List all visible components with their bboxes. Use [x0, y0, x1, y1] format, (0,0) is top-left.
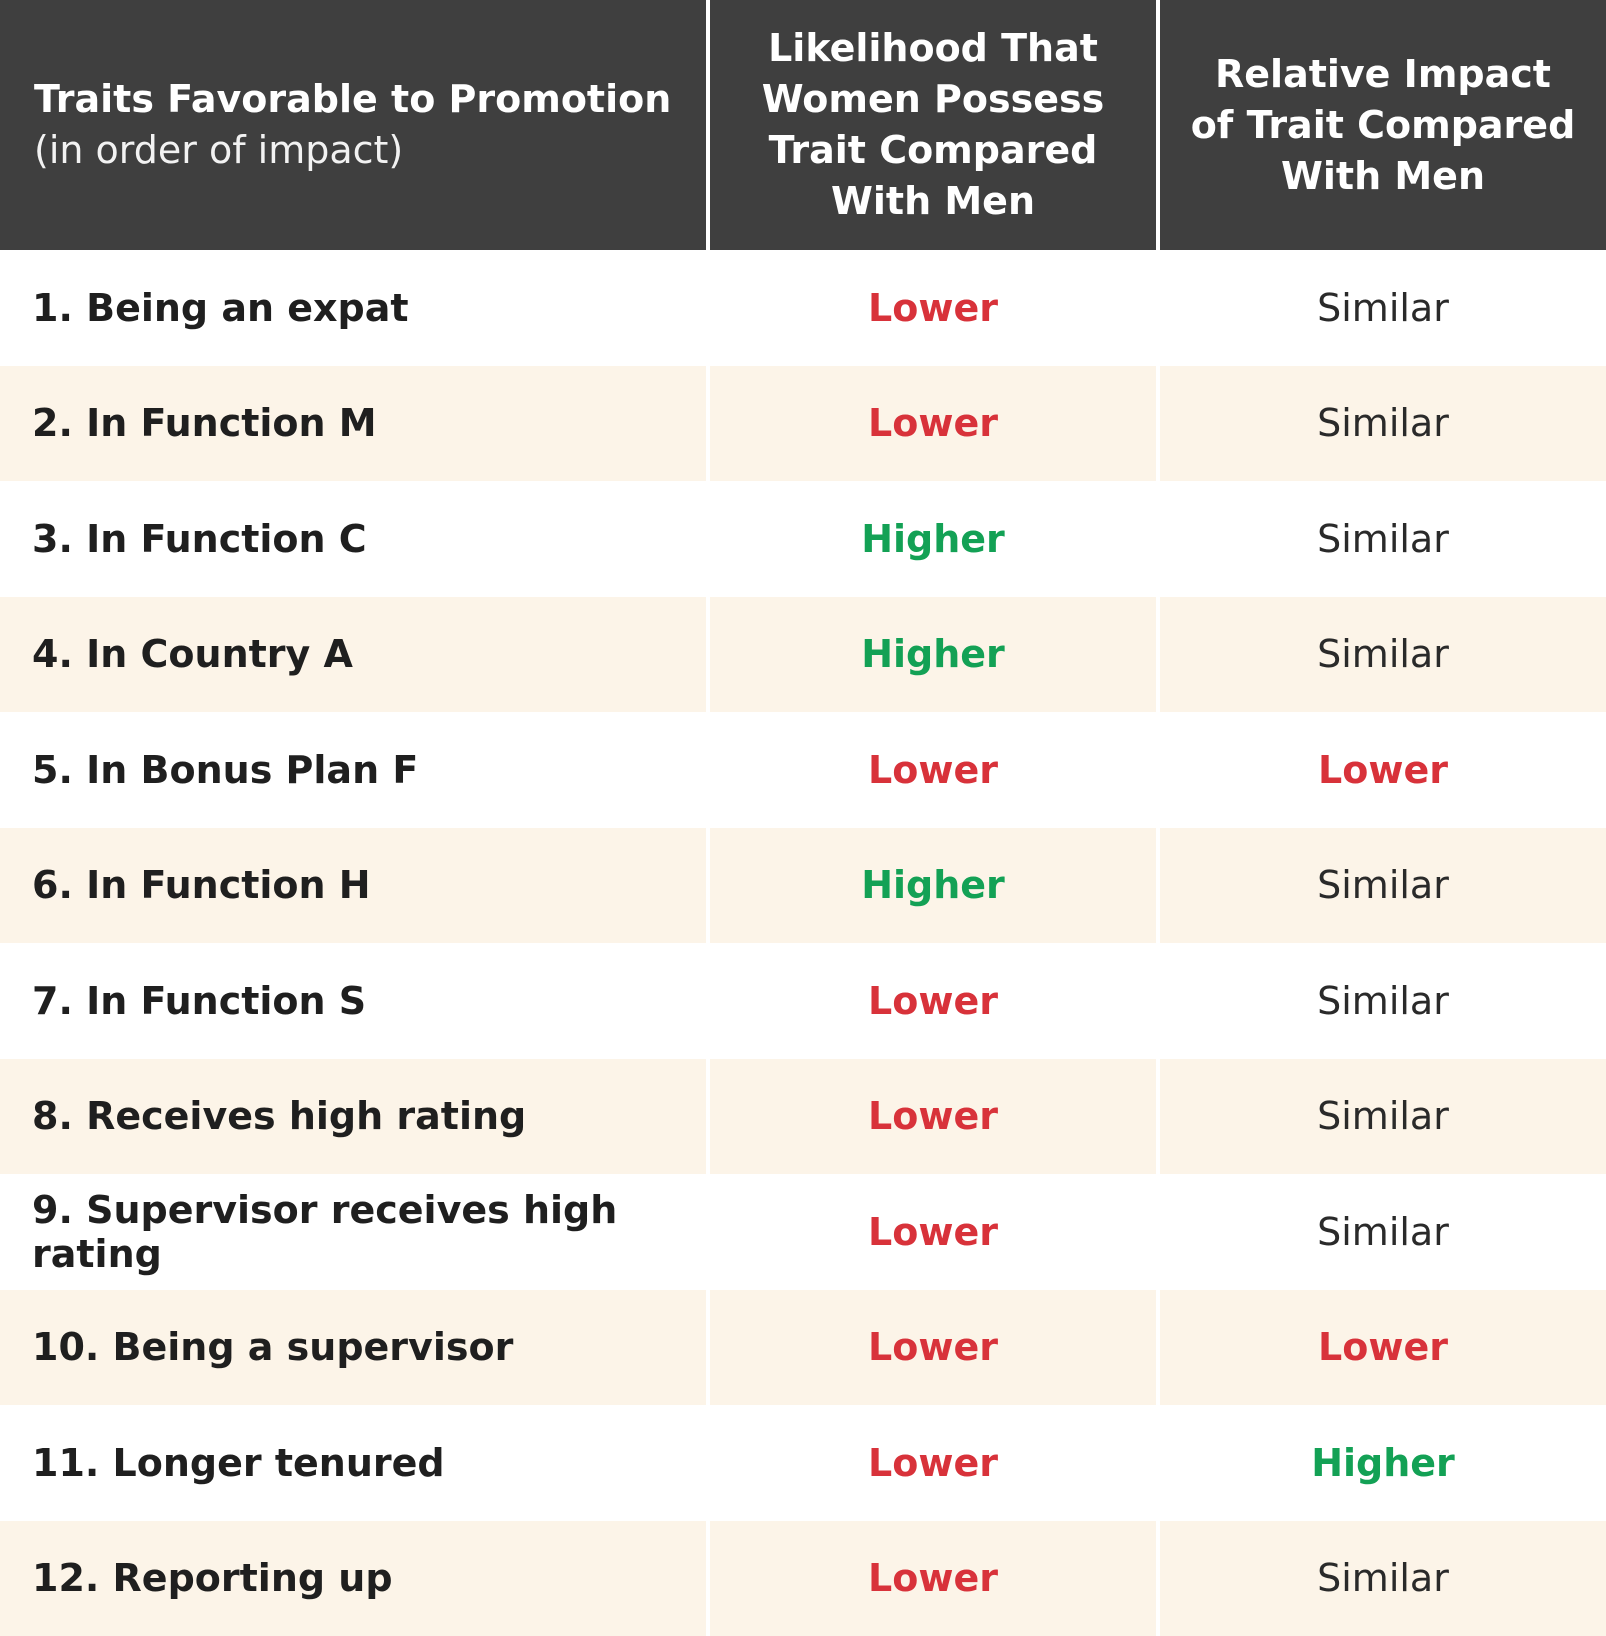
likelihood-cell: Higher	[710, 481, 1156, 597]
likelihood-value: Higher	[861, 632, 1005, 677]
likelihood-cell: Higher	[710, 827, 1156, 943]
likelihood-cell: Lower	[710, 365, 1156, 481]
impact-value: Lower	[1318, 747, 1448, 792]
likelihood-value: Lower	[868, 1325, 998, 1370]
likelihood-cell: Lower	[710, 1058, 1156, 1174]
header-traits-subtitle: (in order of impact)	[34, 128, 404, 172]
trait-cell: 3. In Function C	[0, 481, 706, 597]
table-row: 2. In Function M Lower Similar	[0, 365, 1606, 481]
impact-value: Similar	[1317, 978, 1449, 1023]
header-cell-likelihood: Likelihood That Women Possess Trait Comp…	[710, 0, 1156, 250]
header-cell-impact: Relative Impact of Trait Compared With M…	[1160, 0, 1606, 250]
trait-cell: 8. Receives high rating	[0, 1058, 706, 1174]
likelihood-cell: Lower	[710, 1289, 1156, 1405]
likelihood-cell: Lower	[710, 1520, 1156, 1636]
impact-cell: Similar	[1160, 827, 1606, 943]
impact-cell: Similar	[1160, 1058, 1606, 1174]
impact-value: Lower	[1318, 1325, 1448, 1370]
trait-cell: 10. Being a supervisor	[0, 1289, 706, 1405]
impact-cell: Similar	[1160, 481, 1606, 597]
trait-cell: 12. Reporting up	[0, 1520, 706, 1636]
trait-cell: 4. In Country A	[0, 596, 706, 712]
impact-value: Similar	[1317, 516, 1449, 561]
table-row: 7. In Function S Lower Similar	[0, 943, 1606, 1059]
impact-cell: Higher	[1160, 1405, 1606, 1521]
impact-value: Similar	[1317, 1556, 1449, 1601]
header-traits-title: Traits Favorable to Promotion	[34, 77, 672, 121]
trait-cell: 2. In Function M	[0, 365, 706, 481]
impact-cell: Similar	[1160, 365, 1606, 481]
header-cell-traits: Traits Favorable to Promotion (in order …	[0, 0, 706, 250]
likelihood-value: Lower	[868, 747, 998, 792]
likelihood-value: Higher	[861, 516, 1005, 561]
trait-cell: 11. Longer tenured	[0, 1405, 706, 1521]
table-row: 1. Being an expat Lower Similar	[0, 250, 1606, 366]
table-row: 4. In Country A Higher Similar	[0, 596, 1606, 712]
trait-cell: 9. Supervisor receives high rating	[0, 1174, 706, 1290]
table-row: 10. Being a supervisor Lower Lower	[0, 1289, 1606, 1405]
likelihood-value: Higher	[861, 863, 1005, 908]
impact-value: Similar	[1317, 632, 1449, 677]
table-row: 11. Longer tenured Lower Higher	[0, 1405, 1606, 1521]
impact-value: Similar	[1317, 285, 1449, 330]
table-row: 5. In Bonus Plan F Lower Lower	[0, 712, 1606, 828]
impact-value: Similar	[1317, 1209, 1449, 1254]
table-row: 8. Receives high rating Lower Similar	[0, 1058, 1606, 1174]
likelihood-value: Lower	[868, 401, 998, 446]
impact-value: Higher	[1311, 1440, 1455, 1485]
impact-cell: Similar	[1160, 250, 1606, 366]
trait-cell: 1. Being an expat	[0, 250, 706, 366]
likelihood-cell: Lower	[710, 712, 1156, 828]
header-likelihood-label: Likelihood That Women Possess Trait Comp…	[761, 26, 1105, 223]
impact-value: Similar	[1317, 863, 1449, 908]
likelihood-cell: Higher	[710, 596, 1156, 712]
likelihood-value: Lower	[868, 285, 998, 330]
trait-cell: 5. In Bonus Plan F	[0, 712, 706, 828]
likelihood-cell: Lower	[710, 1405, 1156, 1521]
table-row: 3. In Function C Higher Similar	[0, 481, 1606, 597]
table-row: 12. Reporting up Lower Similar	[0, 1520, 1606, 1636]
impact-cell: Lower	[1160, 712, 1606, 828]
impact-value: Similar	[1317, 401, 1449, 446]
impact-cell: Similar	[1160, 596, 1606, 712]
likelihood-value: Lower	[868, 1209, 998, 1254]
impact-value: Similar	[1317, 1094, 1449, 1139]
table-header: Traits Favorable to Promotion (in order …	[0, 0, 1606, 250]
likelihood-cell: Lower	[710, 943, 1156, 1059]
trait-cell: 7. In Function S	[0, 943, 706, 1059]
impact-cell: Similar	[1160, 1520, 1606, 1636]
table-row: 9. Supervisor receives high rating Lower S…	[0, 1174, 1606, 1290]
header-impact-label: Relative Impact of Trait Compared With M…	[1190, 51, 1576, 198]
likelihood-value: Lower	[868, 1094, 998, 1139]
trait-cell: 6. In Function H	[0, 827, 706, 943]
likelihood-value: Lower	[868, 978, 998, 1023]
impact-cell: Lower	[1160, 1289, 1606, 1405]
table-row: 6. In Function H Higher Similar	[0, 827, 1606, 943]
impact-cell: Similar	[1160, 1174, 1606, 1290]
likelihood-cell: Lower	[710, 1174, 1156, 1290]
impact-cell: Similar	[1160, 943, 1606, 1059]
table-body: 1. Being an expat Lower Similar 2. In Funct…	[0, 250, 1606, 1636]
likelihood-cell: Lower	[710, 250, 1156, 366]
likelihood-value: Lower	[868, 1556, 998, 1601]
likelihood-value: Lower	[868, 1440, 998, 1485]
